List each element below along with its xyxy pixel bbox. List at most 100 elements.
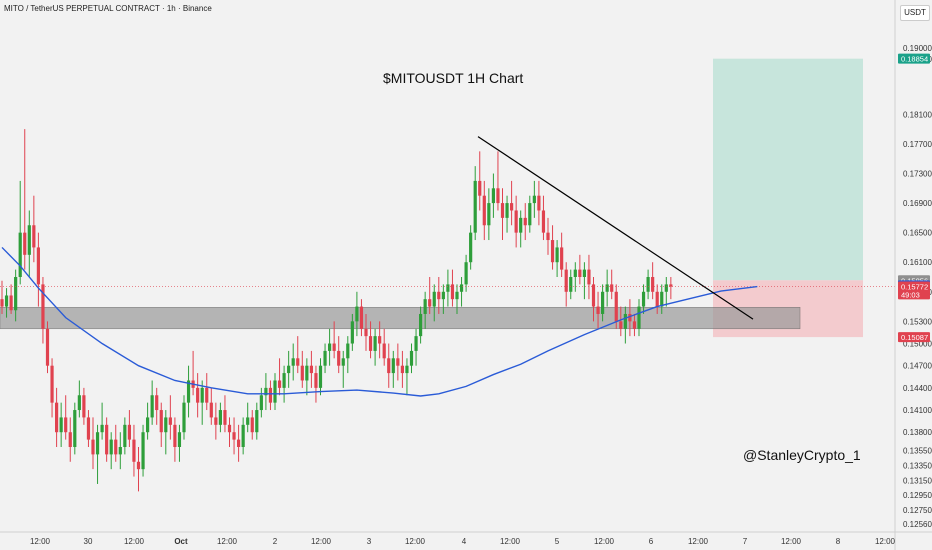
candle-body xyxy=(641,291,646,307)
candle-body xyxy=(487,203,491,226)
candle-body xyxy=(632,321,637,329)
candle-body xyxy=(478,180,482,196)
candle-body xyxy=(446,284,450,292)
candle-body xyxy=(323,350,327,366)
candle-body xyxy=(541,210,546,233)
candle-body xyxy=(309,365,313,374)
candle-body xyxy=(300,365,304,381)
candle-body xyxy=(27,225,31,255)
candle-body xyxy=(591,284,596,307)
candle-body xyxy=(441,291,445,300)
candle-body xyxy=(59,417,63,433)
candle-body xyxy=(382,343,386,359)
chart-title: $MITOUSDT 1H Chart xyxy=(383,70,524,86)
x-tick-label: 12:00 xyxy=(688,537,709,546)
candle-body xyxy=(164,417,168,433)
candle-body xyxy=(287,365,291,374)
candle-body xyxy=(186,380,191,403)
y-tick-label: 0.16500 xyxy=(903,229,932,238)
candle-body xyxy=(432,291,436,307)
candle-body xyxy=(118,447,122,455)
candle-body xyxy=(127,424,131,440)
candle-body xyxy=(100,424,104,433)
price-badge xyxy=(898,53,930,64)
candle-body xyxy=(610,284,614,292)
candle-body xyxy=(95,432,100,455)
candle-body xyxy=(223,410,227,425)
price-badge-label: 0.15772 xyxy=(901,282,928,291)
price-badge-label: 0.15087 xyxy=(901,333,928,342)
x-tick-label: 8 xyxy=(836,537,841,546)
candle-body xyxy=(114,439,118,455)
candle-body xyxy=(378,336,382,344)
candle-body xyxy=(355,306,359,322)
price-badge xyxy=(898,281,930,292)
candle-body xyxy=(32,225,36,248)
candle-body xyxy=(64,417,68,433)
candle-body xyxy=(505,203,509,218)
price-badge xyxy=(898,289,930,300)
candle-body xyxy=(419,313,423,337)
x-tick-label: 12:00 xyxy=(311,537,332,546)
candle-body xyxy=(36,247,40,285)
candle-body xyxy=(623,313,627,329)
candle-body xyxy=(232,432,236,440)
candle-body xyxy=(41,284,45,329)
y-tick-label: 0.13550 xyxy=(903,447,932,456)
candle-body xyxy=(491,188,495,204)
candle-body xyxy=(619,321,623,329)
candle-body xyxy=(182,402,186,433)
y-tick-label: 0.16900 xyxy=(903,199,932,208)
candle-body xyxy=(205,387,209,403)
candle-body xyxy=(200,387,204,403)
candle-body xyxy=(277,380,282,388)
candle-body xyxy=(173,424,177,447)
candle-body xyxy=(73,410,77,447)
candle-body xyxy=(250,417,254,433)
candle-body xyxy=(91,439,95,455)
candle-body xyxy=(305,365,309,381)
y-tick-label: 0.19000 xyxy=(903,44,932,53)
x-tick-label: 12:00 xyxy=(217,537,238,546)
candle-body xyxy=(569,277,573,292)
candle-body xyxy=(177,432,182,447)
candle-body xyxy=(86,417,91,440)
candle-body xyxy=(246,417,250,425)
candle-body xyxy=(155,395,159,411)
y-tick-label: 0.14700 xyxy=(903,362,932,371)
support-zone xyxy=(0,307,801,330)
x-tick-label: 4 xyxy=(462,537,467,546)
x-tick-label: 12:00 xyxy=(30,537,51,546)
candle-body xyxy=(209,402,213,418)
x-tick-label: 12:00 xyxy=(781,537,802,546)
candle-body xyxy=(146,417,150,433)
x-tick-label: 7 xyxy=(743,537,748,546)
y-tick-label: 0.18100 xyxy=(903,110,932,119)
target-zone xyxy=(713,58,863,281)
candle-body xyxy=(428,299,432,307)
candle-body xyxy=(605,284,609,292)
candle-body xyxy=(268,387,273,403)
watermark: @StanleyCrypto_1 xyxy=(743,447,861,463)
candle-body xyxy=(291,358,295,366)
candle-body xyxy=(314,373,318,388)
candle-body xyxy=(259,395,263,411)
candle-body xyxy=(596,306,600,314)
candle-body xyxy=(537,195,541,211)
y-tick-label: 0.17700 xyxy=(903,140,932,149)
candle-body xyxy=(9,295,13,311)
candle-body xyxy=(150,395,154,418)
x-tick-label: 30 xyxy=(84,537,93,546)
currency-label[interactable]: USDT xyxy=(900,5,930,21)
candle-body xyxy=(578,269,582,277)
candle-body xyxy=(341,358,345,366)
candle-body xyxy=(464,262,468,285)
candle-body xyxy=(0,299,4,307)
candle-body xyxy=(227,424,232,433)
candle-body xyxy=(296,358,300,366)
y-tick-label: 0.15300 xyxy=(903,317,932,326)
candle-body xyxy=(628,313,632,322)
x-tick-label: 6 xyxy=(649,537,654,546)
candle-body xyxy=(455,291,459,300)
